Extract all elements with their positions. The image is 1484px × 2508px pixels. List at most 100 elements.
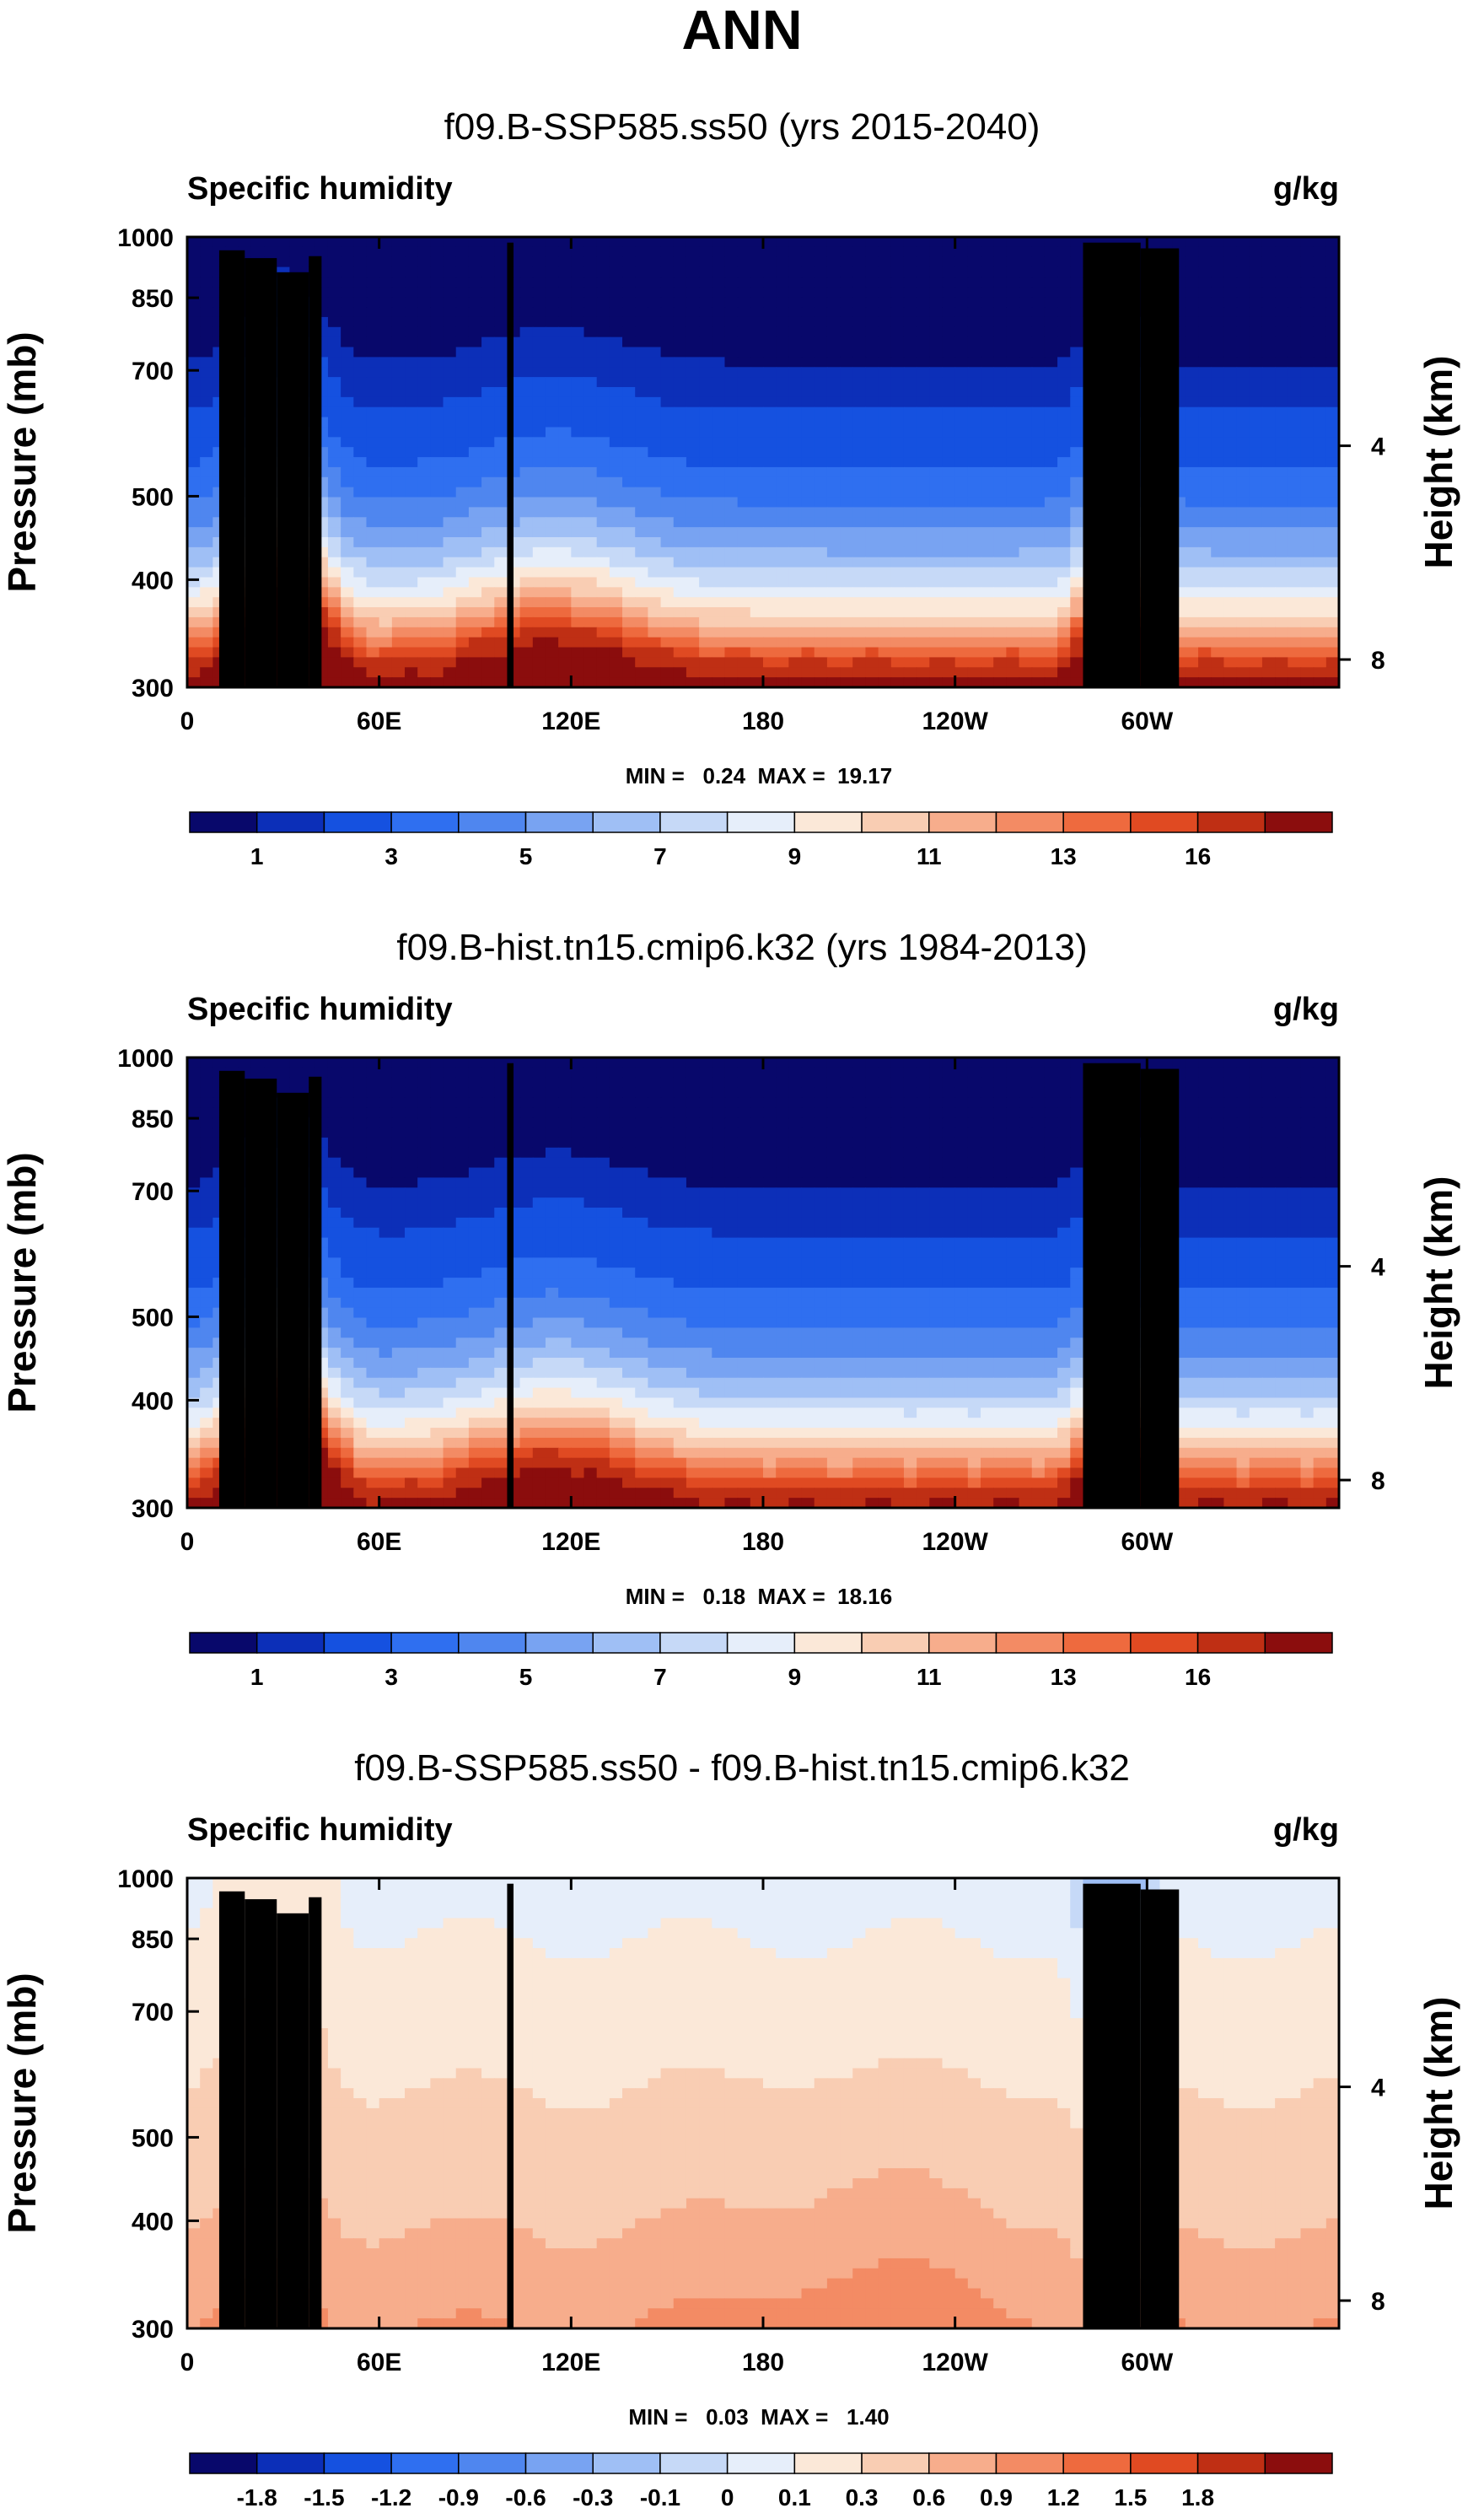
contour-cell (1325, 567, 1340, 579)
contour-cell (391, 677, 406, 688)
contour-cell (1236, 336, 1250, 348)
contour-cell (622, 336, 636, 348)
contour-cell (686, 597, 700, 608)
contour-cell (852, 577, 867, 588)
contour-cell (200, 476, 213, 488)
contour-cell (622, 297, 636, 308)
contour-cell (660, 347, 675, 358)
contour-cell (481, 1107, 495, 1118)
contour-cell (596, 336, 610, 348)
contour-cell (699, 427, 712, 438)
contour-cell (878, 507, 892, 518)
contour-cell (1211, 487, 1224, 498)
contour-cell (699, 437, 712, 448)
contour-cell (699, 406, 712, 418)
y-tick-label: 400 (132, 567, 174, 595)
contour-cell (341, 597, 354, 608)
contour-cell (1057, 287, 1071, 298)
contour-cell (865, 507, 879, 518)
contour-cell (200, 567, 213, 579)
contour-cell (571, 627, 585, 638)
contour-cell (468, 377, 482, 388)
contour-cell (571, 616, 585, 628)
contour-cell (788, 447, 803, 458)
contour-cell (635, 396, 648, 408)
contour-cell (1223, 1067, 1238, 1079)
contour-cell (187, 326, 201, 338)
contour-cell (1019, 1117, 1033, 1128)
contour-cell (494, 1137, 508, 1149)
contour-cell (712, 357, 726, 368)
contour-cell (903, 457, 917, 468)
contour-cell (379, 497, 393, 508)
contour-cell (532, 577, 546, 588)
contour-cell (1057, 297, 1071, 308)
contour-cell (1031, 287, 1046, 298)
contour-cell (660, 607, 675, 618)
contour-cell (1070, 466, 1084, 478)
contour-cell (903, 1128, 917, 1138)
contour-cell (596, 657, 610, 668)
contour-cell (391, 1137, 406, 1149)
contour-cell (878, 1077, 892, 1089)
contour-cell (954, 627, 969, 638)
contour-cell (967, 567, 981, 579)
contour-cell (865, 1058, 879, 1068)
y-tick-label: 300 (132, 675, 174, 702)
contour-cell (648, 377, 662, 388)
contour-cell (571, 1147, 585, 1159)
contour-cell (776, 437, 789, 448)
contour-cell (1236, 277, 1250, 288)
contour-cell (1288, 1077, 1302, 1089)
contour-cell (532, 1087, 546, 1099)
contour-cell (993, 297, 1007, 308)
contour-cell (1031, 277, 1046, 288)
contour-cell (1288, 357, 1302, 368)
contour-cell (660, 1097, 675, 1108)
contour-cell (494, 616, 508, 628)
contour-cell (865, 557, 879, 568)
contour-cell (967, 307, 981, 318)
contour-cell (187, 1128, 201, 1138)
contour-cell (1313, 417, 1327, 428)
contour-cell (788, 297, 803, 308)
contour-cell (391, 657, 406, 668)
contour-cell (890, 266, 905, 278)
contour-cell (967, 647, 981, 658)
contour-cell (942, 466, 956, 478)
contour-cell (1198, 1067, 1212, 1079)
contour-cell (712, 537, 726, 548)
contour-cell (1313, 657, 1327, 668)
contour-cell (763, 406, 777, 418)
contour-cell (366, 1067, 380, 1079)
contour-cell (1261, 417, 1276, 428)
contour-cell (391, 466, 406, 478)
contour-cell (967, 657, 981, 668)
contour-cell (494, 246, 508, 258)
contour-cell (1019, 667, 1033, 678)
contour-cell (814, 307, 828, 318)
contour-cell (686, 237, 700, 248)
contour-cell (929, 316, 944, 328)
contour-cell (826, 447, 841, 458)
contour-cell (341, 297, 354, 308)
contour-cell (660, 517, 675, 528)
contour-cell (1198, 457, 1212, 468)
contour-cell (1300, 447, 1315, 458)
contour-cell (1313, 1117, 1327, 1128)
contour-cell (724, 1147, 739, 1159)
contour-cell (699, 557, 712, 568)
contour-cell (1185, 256, 1199, 268)
contour-cell (1313, 406, 1327, 418)
contour-cell (890, 487, 905, 498)
contour-cell (1223, 567, 1238, 579)
contour-cell (673, 347, 687, 358)
contour-cell (200, 1147, 213, 1159)
contour-cell (1223, 497, 1238, 508)
contour-cell (993, 277, 1007, 288)
contour-cell (430, 316, 444, 328)
contour-cell (826, 487, 841, 498)
contour-cell (776, 347, 789, 358)
contour-cell (481, 587, 495, 598)
contour-cell (1236, 466, 1250, 478)
